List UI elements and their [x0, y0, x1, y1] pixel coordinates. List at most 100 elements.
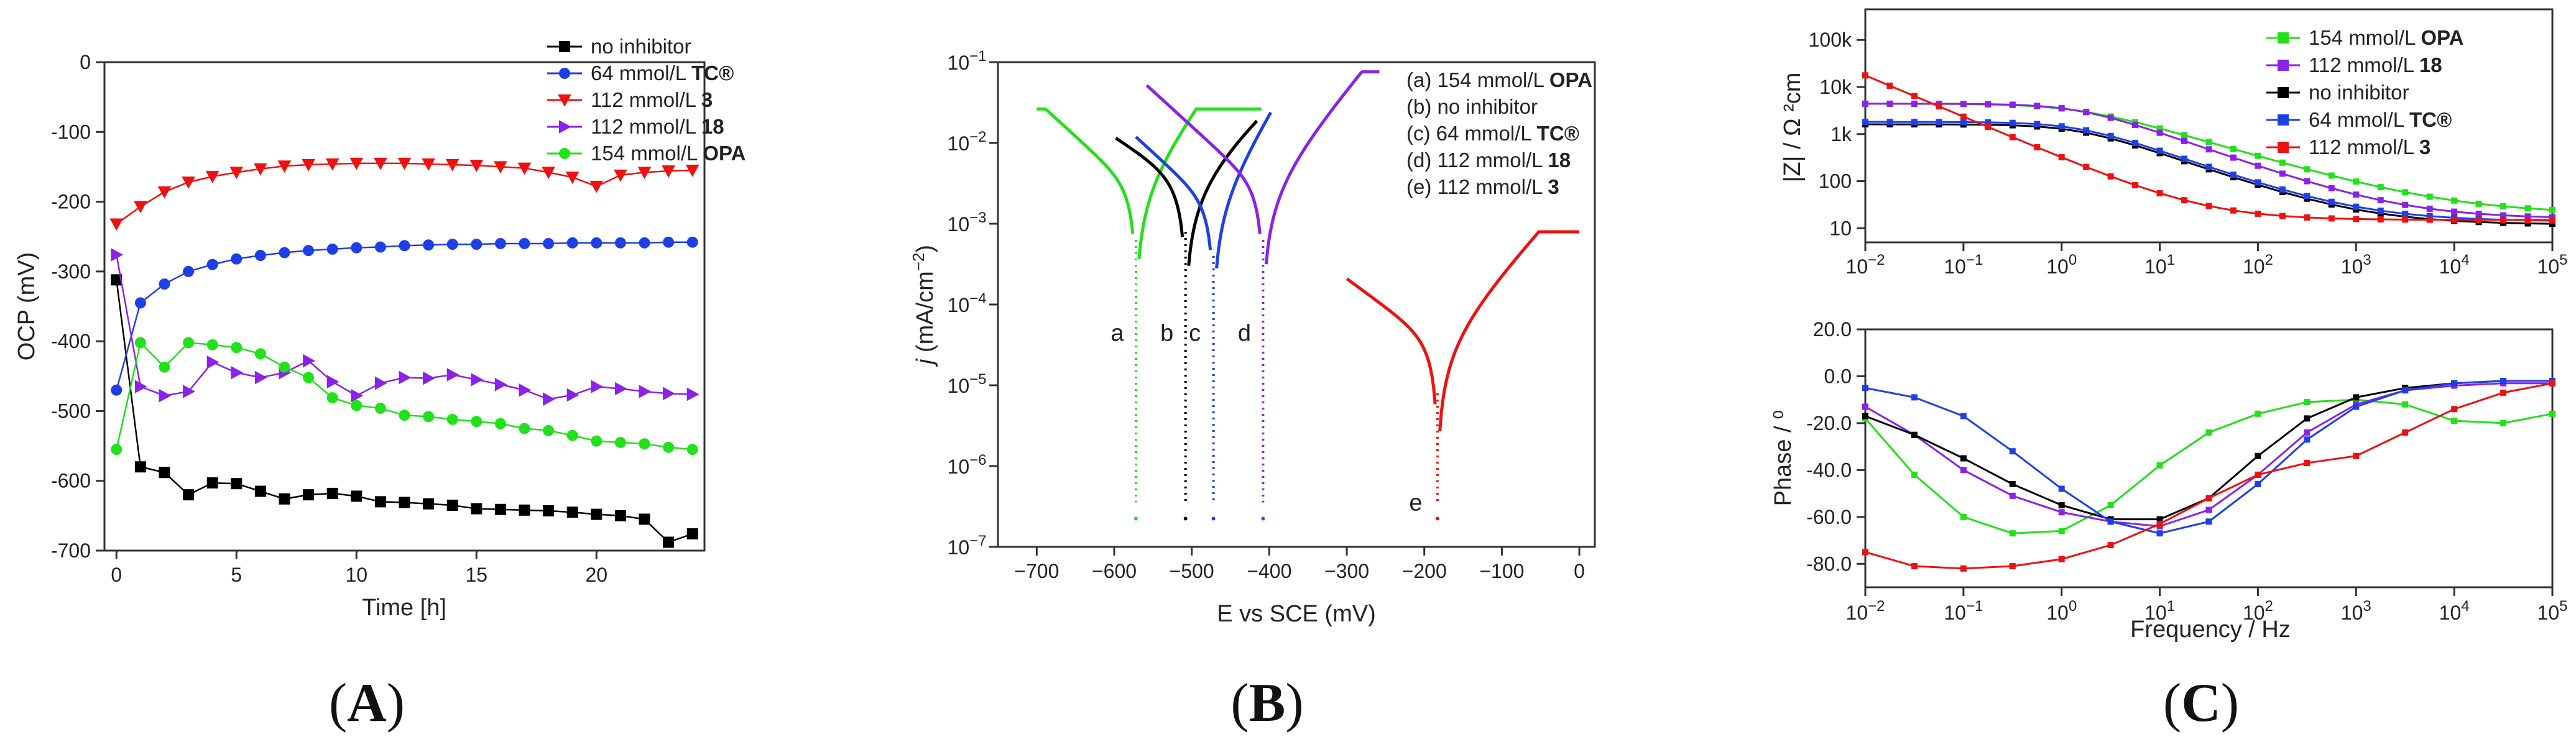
panel-c-top-data-point: [2402, 189, 2409, 196]
panel-b-ecorr-point: [1435, 516, 1439, 521]
panel-b-xtick-label: −500: [1170, 560, 1214, 582]
panel-a-data-point: [206, 477, 218, 489]
panel-a-legend-marker: [559, 120, 571, 134]
panel-a-data-point: [494, 503, 506, 515]
panel-c-top-data-point: [2475, 216, 2482, 223]
panel-b-legend: (a) 154 mmol/L OPA (b) no inhibitor (c) 64…: [1406, 68, 1592, 198]
panel-a-data-point: [134, 337, 146, 349]
panel-c-bottom-data-point: [2451, 406, 2458, 413]
panel-c-bottom-data-point: [2009, 448, 2016, 455]
panel-c-bottom-data-point: [2107, 518, 2114, 525]
panel-a-legend-label: 112 mmol/L 3: [591, 88, 713, 111]
panel-a-ylabel: OCP (mV): [14, 252, 40, 361]
panel-c-bottom-data-point: [1911, 431, 1918, 438]
panel-c-top-data-point: [2230, 154, 2237, 161]
panel-c-bottom-data-point: [1862, 413, 1868, 419]
panel-a-data-point: [686, 236, 698, 248]
panel-a-data-point: [254, 348, 266, 360]
panel-c-top-series-line: [1862, 100, 2555, 221]
panel-c-bottom-data-point: [2549, 380, 2555, 387]
panel-a-data-point: [326, 375, 339, 389]
panel-c-top-data-point: [2524, 220, 2531, 227]
panel-a-data-point: [111, 274, 122, 286]
panel-c-top-data-point: [2353, 216, 2360, 222]
panel-c-xlabel: Frequency / Hz: [2130, 616, 2291, 643]
panel-c-bottom-data-point: [2549, 410, 2555, 417]
panel-c-bottom-data-point: [2156, 462, 2163, 469]
panel-b-curve-tag: b: [1160, 321, 1173, 347]
panel-b-branch-line: [1137, 107, 1262, 259]
panel-a-data-point: [565, 172, 579, 185]
panel-a-data-point: [374, 402, 386, 414]
panel-c-top-data-point: [2230, 207, 2237, 214]
panel-b-ytick-label: 10−6: [948, 452, 987, 478]
panel-a-legend-marker: [559, 41, 570, 52]
panel-c-top-data-point: [1862, 119, 1868, 126]
panel-a-data-point: [374, 241, 386, 253]
panel-c-bottom-data-point: [2009, 492, 2016, 499]
panel-a-data-point: [614, 237, 626, 249]
panel-c-top-data-point: [2156, 147, 2163, 154]
panel-a-data-point: [639, 237, 650, 249]
panel-a-data-point: [471, 373, 484, 387]
panel-a-series-line: [116, 341, 693, 451]
panel-c-top-data-point: [2255, 179, 2261, 186]
panel-c-legend-item: 112 mmol/L 3: [2266, 135, 2431, 158]
panel-a-data-point: [423, 371, 435, 385]
panel-a-data-point: [445, 159, 459, 172]
panel-a-data-point: [254, 370, 267, 385]
panel-b-branch-line: [1145, 84, 1262, 234]
panel-a-legend-item: no inhibitor: [547, 35, 691, 58]
panel-a-data-point: [566, 506, 578, 518]
panel-c-top-data-point: [2426, 216, 2433, 223]
panel-a-data-point: [231, 342, 242, 354]
panel-a-ytick-label: -400: [51, 330, 91, 352]
panel-a-data-point: [303, 372, 315, 383]
panel-c-bottom-data-point: [2156, 521, 2163, 528]
panel-c-bottom-data-point: [2451, 380, 2458, 387]
panel-c-bottom-data-point: [2058, 528, 2065, 534]
panel-c-top-data-point: [2279, 170, 2286, 177]
panel-b-curve-tag: a: [1110, 321, 1124, 347]
panel-a-data-point: [423, 498, 435, 510]
panel-a-ytick-label: -600: [51, 470, 91, 492]
panel-c-title: (C): [2163, 673, 2239, 733]
panel-c-top-data-point: [2132, 181, 2139, 188]
panel-c-top-data-point: [2083, 127, 2090, 134]
panel-c-top-data-point: [2205, 139, 2212, 145]
panel-c-top-data-point: [2353, 203, 2360, 210]
panel-c-top-data-point: [2451, 208, 2458, 215]
panel-b-curve-tag: e: [1409, 490, 1422, 516]
panel-a-data-point: [614, 510, 626, 521]
panel-c-top-data-point: [2009, 134, 2016, 140]
panel-c-top-data-point: [2058, 154, 2065, 161]
panel-a-data-point: [231, 253, 242, 265]
panel-b-legend-label: (d) 112 mmol/L 18: [1406, 149, 1571, 172]
panel-a-data-point: [446, 413, 458, 425]
panel-c-top-xtick-label: 104: [2439, 252, 2470, 278]
panel-a-data-point: [349, 157, 364, 170]
panel-a-data-point: [542, 167, 555, 180]
panel-c-top-data-point: [2328, 215, 2335, 222]
panel-c-bottom-data-point: [1862, 403, 1868, 410]
panel-a-data-point: [663, 387, 675, 401]
panel-a-data-point: [686, 444, 698, 456]
panel-b-ytick-label: 10−2: [948, 129, 987, 155]
panel-a-data-point: [494, 161, 507, 174]
panel-b-xtick-label: −100: [1479, 560, 1524, 582]
panel-a-data-point: [519, 504, 530, 516]
panel-c-bottom-data-point: [2500, 378, 2507, 384]
panel-c-top-data-point: [2034, 144, 2041, 151]
panel-c-bottom-data-point: [2304, 436, 2311, 443]
panel-a-data-point: [279, 493, 290, 505]
panel-c-bottom-data-point: [1960, 513, 1967, 520]
panel-c-top-data-point: [2426, 205, 2433, 212]
panel-c-top-ytick-label: 1k: [1830, 123, 1852, 145]
panel-c-top-data-point: [2549, 206, 2555, 213]
panel-a-data-point: [374, 376, 387, 390]
panel-c-legend-label: 112 mmol/L 18: [2309, 53, 2442, 76]
panel-a-legend-marker: [559, 68, 570, 79]
panel-c-top-data-point: [2549, 216, 2555, 223]
panel-c-top-data-point: [2107, 132, 2114, 139]
panel-c-top-data-point: [2524, 213, 2531, 220]
